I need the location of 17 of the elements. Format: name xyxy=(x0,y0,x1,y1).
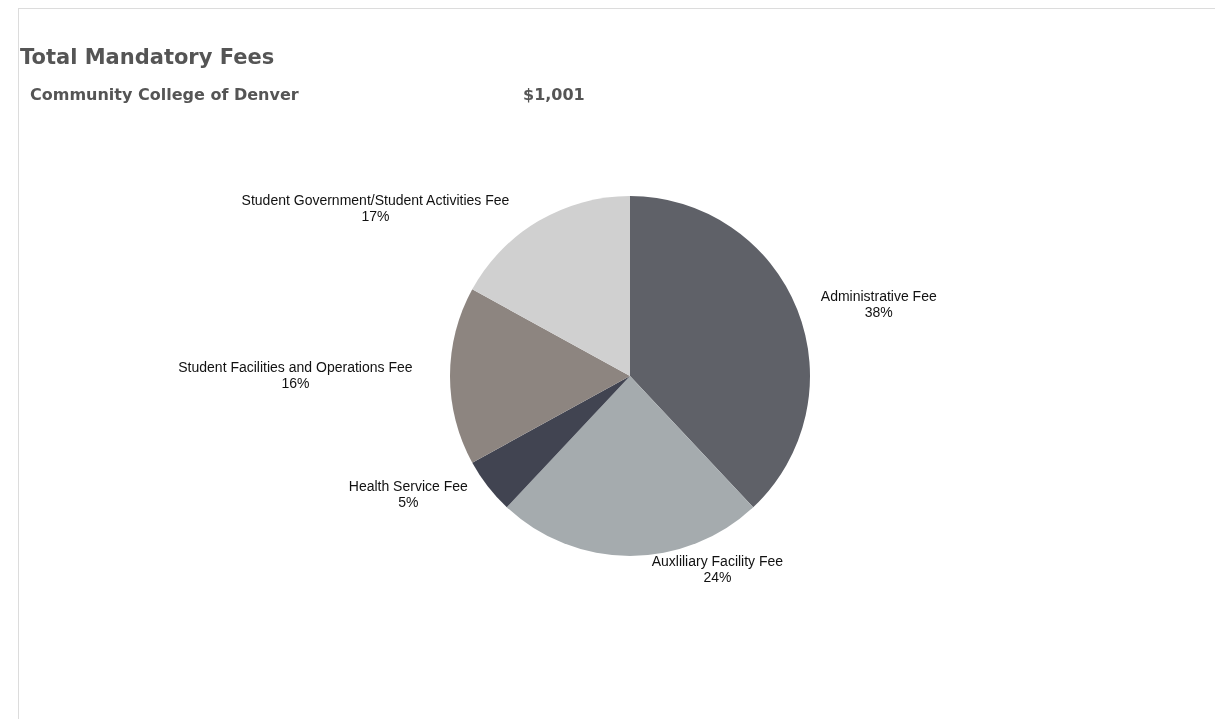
chart-title: Total Mandatory Fees xyxy=(20,45,275,69)
pie-slice xyxy=(450,289,630,463)
slice-label: Auxliliary Facility Fee xyxy=(651,553,784,569)
pie-slice xyxy=(506,376,754,556)
slice-label: Student Government/Student Activities Fee xyxy=(241,192,510,209)
text: $1,001 xyxy=(523,85,585,104)
pie-slice xyxy=(472,376,630,508)
data-label: 16% xyxy=(281,375,310,391)
slice-label: Health Service Fee xyxy=(348,477,469,494)
slice-label: Student Facilities and Operations Fee xyxy=(178,359,413,375)
data-label: 24% xyxy=(703,569,732,585)
pie-slice xyxy=(630,196,810,508)
data-label: 17% xyxy=(361,208,390,225)
slice-label: Administrative Fee xyxy=(820,287,937,304)
data-label: 5% xyxy=(398,493,419,510)
chart-subtitle: Community College of Denver xyxy=(30,85,299,104)
data-label: 38% xyxy=(864,303,893,320)
